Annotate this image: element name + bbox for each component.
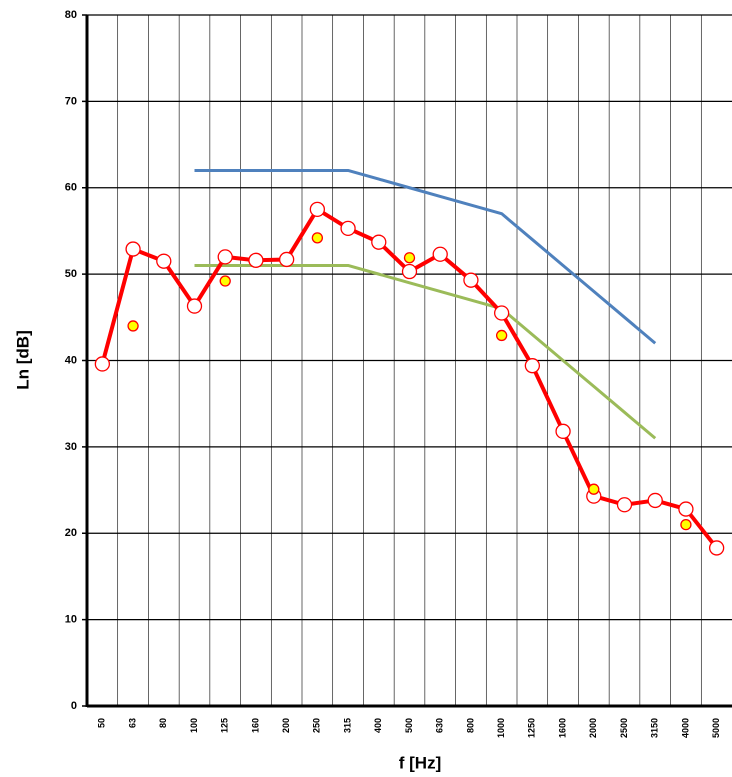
x-tick-label: 50 [97, 718, 107, 728]
x-tick-label: 1000 [496, 718, 506, 738]
x-tick-label: 3150 [650, 718, 660, 738]
data-point [555, 423, 571, 439]
data-point [678, 501, 694, 517]
data-point [495, 329, 508, 342]
data-point [340, 220, 356, 236]
data-point [278, 251, 295, 268]
data-point [708, 540, 725, 556]
data-point [493, 305, 510, 321]
data-point [647, 492, 663, 509]
data-point [248, 252, 264, 268]
x-tick-label: 125 [220, 718, 230, 733]
x-tick-label: 630 [435, 718, 445, 733]
data-point [94, 356, 111, 372]
x-tick-label: 400 [373, 718, 383, 733]
x-tick-label: 500 [404, 718, 414, 733]
x-tick-label: 1600 [557, 718, 567, 738]
y-tick-label: 60 [65, 182, 77, 194]
data-point [219, 275, 231, 287]
data-point [403, 252, 416, 264]
series-line [194, 263, 657, 440]
y-tick-label: 10 [65, 614, 77, 626]
series-line [194, 168, 657, 345]
data-point [186, 298, 203, 314]
y-tick-label: 30 [65, 441, 77, 453]
y-tick-label: 50 [65, 268, 77, 280]
x-tick-label: 2500 [619, 718, 629, 738]
data-point [432, 246, 448, 262]
data-point [156, 253, 172, 269]
x-tick-label: 1250 [527, 718, 537, 738]
data-point [401, 263, 418, 280]
y-axis-label: Ln [dB] [13, 330, 32, 389]
y-tick-label: 40 [65, 354, 77, 366]
data-point [311, 232, 324, 244]
x-tick-label: 160 [250, 718, 260, 733]
data-point [680, 518, 692, 531]
y-tick-label: 70 [65, 95, 77, 107]
data-point [127, 320, 139, 332]
x-axis-label: f [Hz] [399, 753, 441, 772]
x-tick-label: 250 [312, 718, 322, 733]
x-tick-label: 200 [281, 718, 291, 733]
x-tick-label: 4000 [680, 718, 690, 738]
x-tick-label: 80 [158, 718, 168, 728]
data-point [524, 358, 541, 374]
y-tick-label: 20 [65, 527, 77, 539]
data-point [588, 483, 600, 495]
y-tick-label: 80 [65, 9, 77, 21]
data-point [217, 249, 233, 265]
x-tick-label: 800 [465, 718, 475, 733]
x-tick-label: 63 [127, 718, 137, 728]
data-point [125, 241, 141, 257]
x-tick-label: 315 [342, 718, 352, 733]
x-tick-label: 2000 [588, 718, 598, 738]
data-point [371, 234, 387, 250]
data-point [616, 497, 633, 513]
y-tick-label: 0 [71, 700, 77, 712]
x-tick-label: 100 [189, 718, 199, 733]
data-point [309, 201, 326, 217]
x-tick-label: 5000 [711, 718, 721, 738]
data-point [463, 272, 479, 288]
